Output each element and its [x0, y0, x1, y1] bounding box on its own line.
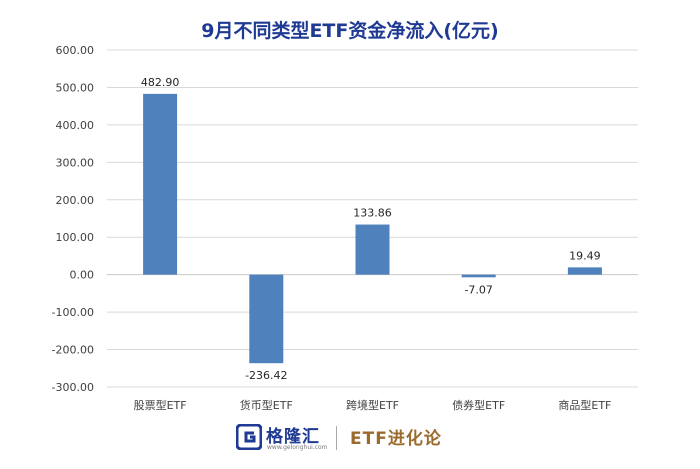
bar — [567, 267, 602, 275]
y-tick-label: 0.00 — [70, 269, 95, 282]
y-tick-label: 100.00 — [56, 231, 95, 244]
x-tick-label: 跨境型ETF — [346, 398, 399, 412]
bar — [355, 224, 390, 275]
gridlines — [107, 49, 638, 388]
data-label: 19.49 — [569, 249, 601, 262]
y-tick-label: 500.00 — [56, 81, 95, 94]
y-tick-label: -200.00 — [52, 344, 94, 357]
bar — [143, 93, 178, 275]
column-name: ETF进化论 — [350, 429, 442, 449]
bars — [143, 93, 602, 364]
brand-url: www.gelonghui.com — [267, 444, 328, 451]
y-tick-label: -100.00 — [52, 306, 94, 319]
data-label: 482.90 — [141, 76, 180, 89]
x-axis-tick-labels: 股票型ETF 货币型ETF 跨境型ETF 债券型ETF 商品型ETF — [134, 398, 612, 412]
chart-title: 9月不同类型ETF资金净流入(亿元) — [201, 20, 499, 42]
bar — [461, 274, 496, 278]
footer-branding: 格隆汇 www.gelonghui.com ETF进化论 — [0, 420, 700, 456]
y-tick-label: 600.00 — [56, 44, 95, 57]
x-tick-label: 债券型ETF — [452, 398, 505, 412]
y-axis-tick-labels: 600.00 500.00 400.00 300.00 200.00 100.00 0.00… — [52, 44, 94, 394]
data-labels: 482.90 -236.42 133.86 -7.07 19.49 — [141, 76, 601, 382]
data-label: 133.86 — [353, 207, 392, 220]
data-label: -236.42 — [245, 369, 287, 382]
x-tick-label: 股票型ETF — [134, 398, 187, 412]
gelonghui-logo-icon — [236, 424, 262, 450]
y-tick-label: -300.00 — [52, 381, 94, 394]
bar — [249, 274, 284, 364]
x-tick-label: 商品型ETF — [558, 398, 611, 412]
y-tick-label: 300.00 — [56, 156, 95, 169]
y-tick-label: 200.00 — [56, 194, 95, 207]
y-tick-label: 400.00 — [56, 119, 95, 132]
footer-divider — [336, 426, 337, 450]
x-tick-label: 货币型ETF — [240, 398, 293, 412]
brand-name: 格隆汇 — [266, 427, 320, 447]
data-label: -7.07 — [464, 283, 492, 296]
